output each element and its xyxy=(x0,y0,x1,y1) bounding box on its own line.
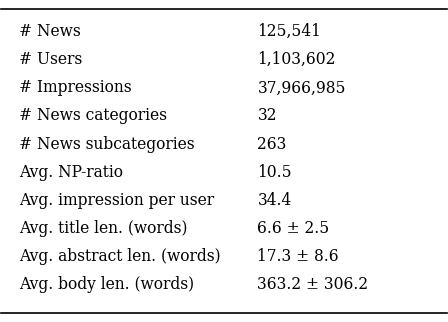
Text: 17.3 ± 8.6: 17.3 ± 8.6 xyxy=(258,248,339,265)
Text: 6.6 ± 2.5: 6.6 ± 2.5 xyxy=(258,220,330,237)
Text: Avg. impression per user: Avg. impression per user xyxy=(19,192,214,209)
Text: # Impressions: # Impressions xyxy=(19,80,132,96)
Text: 10.5: 10.5 xyxy=(258,164,292,181)
Text: Avg. title len. (words): Avg. title len. (words) xyxy=(19,220,188,237)
Text: # News subcategories: # News subcategories xyxy=(19,136,195,153)
Text: 37,966,985: 37,966,985 xyxy=(258,80,346,96)
Text: 1,103,602: 1,103,602 xyxy=(258,51,336,68)
Text: Avg. NP-ratio: Avg. NP-ratio xyxy=(19,164,123,181)
Text: Avg. abstract len. (words): Avg. abstract len. (words) xyxy=(19,248,221,265)
Text: 363.2 ± 306.2: 363.2 ± 306.2 xyxy=(258,276,369,293)
Text: # News: # News xyxy=(19,23,81,40)
Text: # Users: # Users xyxy=(19,51,82,68)
Text: 263: 263 xyxy=(258,136,287,153)
Text: 34.4: 34.4 xyxy=(258,192,292,209)
Text: # News categories: # News categories xyxy=(19,108,167,125)
Text: 32: 32 xyxy=(258,108,277,125)
Text: 125,541: 125,541 xyxy=(258,23,321,40)
Text: Avg. body len. (words): Avg. body len. (words) xyxy=(19,276,194,293)
